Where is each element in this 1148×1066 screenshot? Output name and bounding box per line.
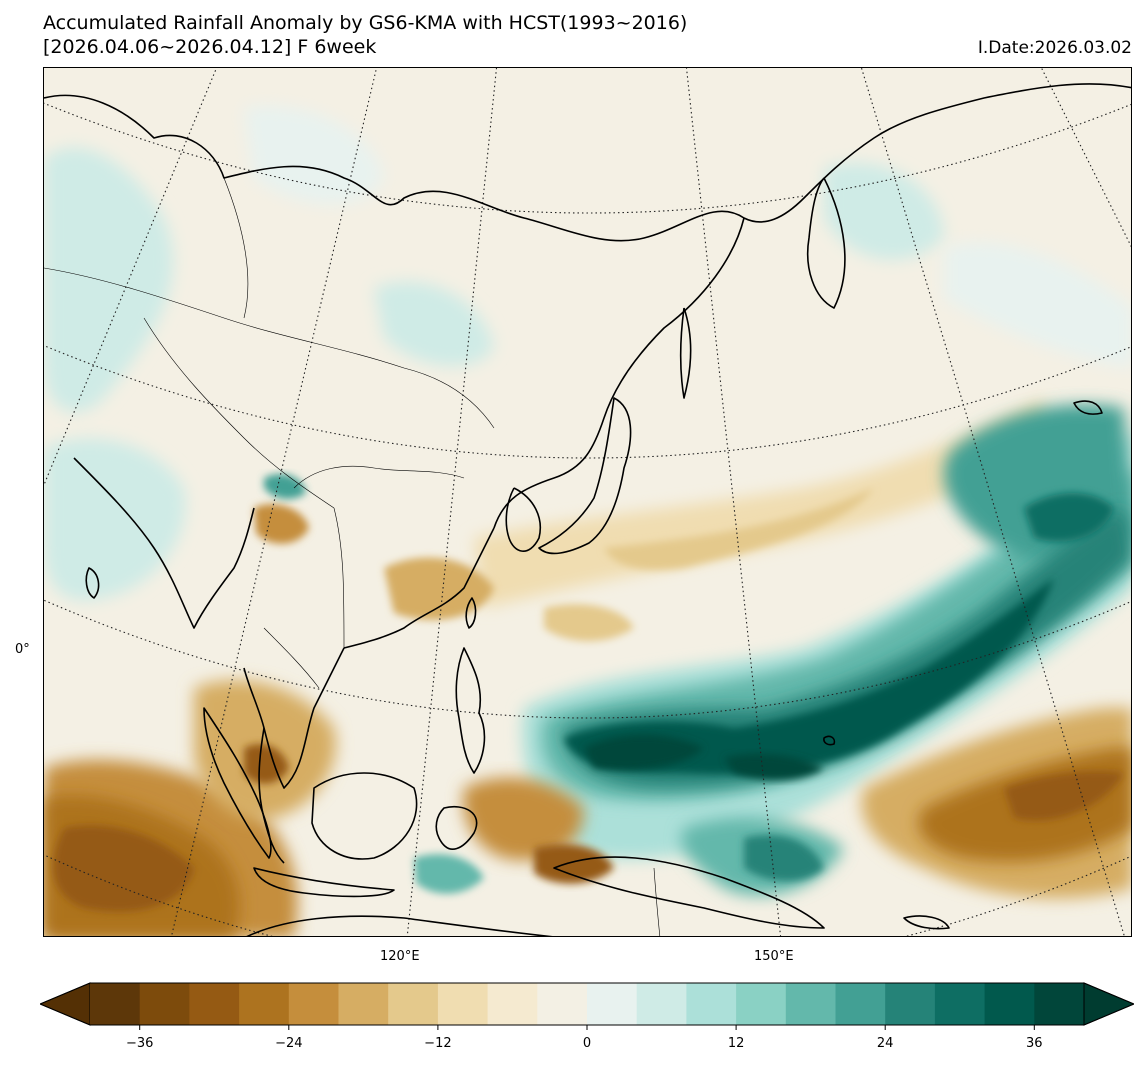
- colorbar-cell: [487, 983, 538, 1025]
- colorbar-cell: [437, 983, 489, 1025]
- colorbar-cell: [984, 983, 1035, 1025]
- colorbar-tick-label: −36: [125, 1036, 154, 1051]
- colorbar-cell: [139, 983, 190, 1025]
- lat-label-0: 0°: [15, 642, 30, 657]
- colorbar-tick-label: 12: [727, 1036, 745, 1051]
- colorbar-cell: [388, 983, 439, 1025]
- rainfall-anomaly-map: [43, 67, 1132, 937]
- colorbar-cell: [587, 983, 638, 1025]
- colorbar-cell: [885, 983, 936, 1025]
- colorbar-cell: [934, 983, 986, 1025]
- colorbar-cell: [636, 983, 687, 1025]
- colorbar-tick-label: 24: [876, 1036, 894, 1051]
- colorbar-cell: [785, 983, 836, 1025]
- colorbar-cell: [189, 983, 240, 1025]
- colorbar-tick-label: 36: [1026, 1036, 1043, 1051]
- coastlines: [44, 83, 1131, 936]
- colorbar-cell: [835, 983, 886, 1025]
- title-line-2: [2026.04.06~2026.04.12] F 6week: [43, 36, 377, 58]
- map-canvas: [44, 68, 1131, 936]
- colorbar-cell: [338, 983, 389, 1025]
- country-borders: [44, 177, 661, 936]
- colorbar-extend-high: [1083, 982, 1134, 1026]
- init-date-label: I.Date:2026.03.02: [977, 38, 1132, 58]
- colorbar-cell: [537, 983, 588, 1025]
- colorbar-extend-low: [40, 982, 91, 1026]
- colorbar-cell: [736, 983, 787, 1025]
- colorbar-cell: [90, 983, 141, 1025]
- colorbar-cell: [239, 983, 290, 1025]
- colorbar-cell: [686, 983, 737, 1025]
- lon-label-120e: 120°E: [380, 949, 420, 964]
- colorbar-tick-label: −24: [275, 1036, 303, 1051]
- colorbar-cell: [1034, 983, 1085, 1025]
- colorbar-tick-label: −12: [424, 1036, 452, 1051]
- colorbar-cell: [288, 983, 339, 1025]
- lon-label-150e: 150°E: [754, 949, 794, 964]
- anomaly-field: [44, 106, 1131, 936]
- graticule: [44, 68, 1131, 936]
- colorbar-outline: [40, 982, 1134, 1026]
- colorbar-tick-label: 0: [582, 1036, 592, 1051]
- colorbar: [40, 982, 1134, 1030]
- title-line-1: Accumulated Rainfall Anomaly by GS6-KMA …: [43, 12, 688, 34]
